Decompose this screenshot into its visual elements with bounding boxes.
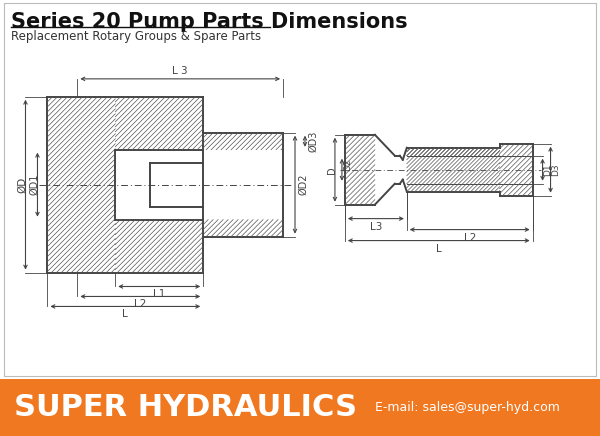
Text: Replacement Rotary Groups & Spare Parts: Replacement Rotary Groups & Spare Parts <box>11 30 260 43</box>
Text: D1: D1 <box>544 164 553 176</box>
Text: L2: L2 <box>134 300 146 310</box>
Text: L 3: L 3 <box>172 66 188 76</box>
Text: E-mail: sales@super-hyd.com: E-mail: sales@super-hyd.com <box>375 401 560 414</box>
Text: L: L <box>436 244 442 254</box>
Text: ØD2: ØD2 <box>298 174 308 195</box>
Text: D3: D3 <box>551 164 560 176</box>
Text: ØD3: ØD3 <box>308 130 318 152</box>
Text: L: L <box>122 310 128 320</box>
Text: D2: D2 <box>343 158 352 171</box>
Text: D: D <box>327 166 337 174</box>
Text: Series 20 Pump Parts Dimensions: Series 20 Pump Parts Dimensions <box>11 12 407 32</box>
Text: L1: L1 <box>153 290 166 300</box>
Text: L3: L3 <box>370 221 382 232</box>
Text: SUPER HYDRAULICS: SUPER HYDRAULICS <box>14 393 357 422</box>
Text: L2: L2 <box>464 232 476 242</box>
Text: ØD: ØD <box>17 177 28 193</box>
Text: ØD1: ØD1 <box>29 174 40 195</box>
